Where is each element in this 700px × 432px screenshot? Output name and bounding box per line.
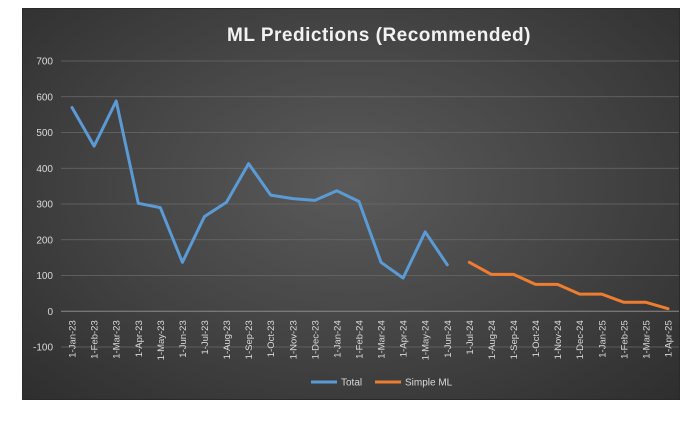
y-tick-label: 200 [36, 235, 53, 246]
series-line-total [70, 99, 449, 280]
x-tick-label: 1-Dec-23 [310, 320, 321, 359]
x-tick-label: 1-Nov-23 [288, 320, 299, 359]
x-tick-label: 1-Mar-24 [377, 320, 388, 359]
y-tick-label: 100 [36, 271, 53, 282]
x-tick-label: 1-Feb-25 [619, 320, 630, 359]
legend: Total Simple ML [311, 378, 453, 389]
legend-label-total: Total [341, 378, 362, 389]
x-tick-label: 1-Sep-23 [244, 320, 255, 359]
x-tick-label: 1-Aug-23 [222, 320, 233, 359]
y-tick-label: 600 [36, 92, 53, 103]
grid-layer [61, 60, 679, 348]
y-tick-label: 0 [47, 307, 53, 318]
x-tick-label: 1-Oct-24 [531, 320, 542, 357]
y-tick-label: -100 [33, 343, 53, 354]
x-axis-ticks: 1-Jan-23 1-Feb-23 1-Mar-23 1-Apr-23 1-May-23… [68, 320, 675, 360]
x-tick-label: 1-Jan-25 [597, 320, 608, 358]
x-tick-label: 1-Oct-23 [266, 320, 277, 357]
chart-svg: ML Predictions (Recommended) -100 0 100 200… [33, 25, 679, 389]
x-tick-label: 1-Mar-25 [641, 320, 652, 359]
x-tick-label: 1-May-24 [421, 320, 432, 360]
x-tick-label: 1-Nov-24 [553, 320, 564, 359]
x-tick-label: 1-Feb-24 [354, 320, 365, 359]
y-axis-ticks: -100 0 100 200 300 400 500 600 700 [33, 57, 53, 354]
x-tick-label: 1-Jul-24 [465, 320, 476, 354]
x-tick-label: 1-Jun-24 [443, 320, 454, 358]
y-tick-label: 300 [36, 200, 53, 211]
x-tick-label: 1-Jan-24 [332, 320, 343, 358]
x-tick-label: 1-Aug-24 [487, 320, 498, 359]
x-tick-label: 1-Jan-23 [68, 320, 79, 358]
x-tick-label: 1-Feb-23 [90, 320, 101, 359]
x-tick-label: 1-Apr-23 [134, 320, 145, 357]
x-tick-label: 1-Sep-24 [509, 320, 520, 359]
legend-label-simple-ml: Simple ML [405, 378, 453, 389]
chart-frame: ML Predictions (Recommended) -100 0 100 200… [22, 8, 680, 400]
x-tick-label: 1-Jul-23 [200, 320, 211, 354]
y-tick-label: 400 [36, 164, 53, 175]
x-tick-label: 1-Jun-23 [178, 320, 189, 358]
x-tick-label: 1-May-23 [156, 320, 167, 360]
series-line-simple-ml [467, 260, 670, 311]
y-tick-label: 500 [36, 128, 53, 139]
chart-title: ML Predictions (Recommended) [227, 25, 531, 46]
y-tick-label: 700 [36, 57, 53, 68]
x-tick-label: 1-Apr-25 [663, 320, 674, 357]
x-tick-label: 1-Apr-24 [399, 320, 410, 357]
x-tick-label: 1-Dec-24 [575, 320, 586, 359]
series-layer [70, 99, 670, 311]
x-tick-label: 1-Mar-23 [112, 320, 123, 359]
